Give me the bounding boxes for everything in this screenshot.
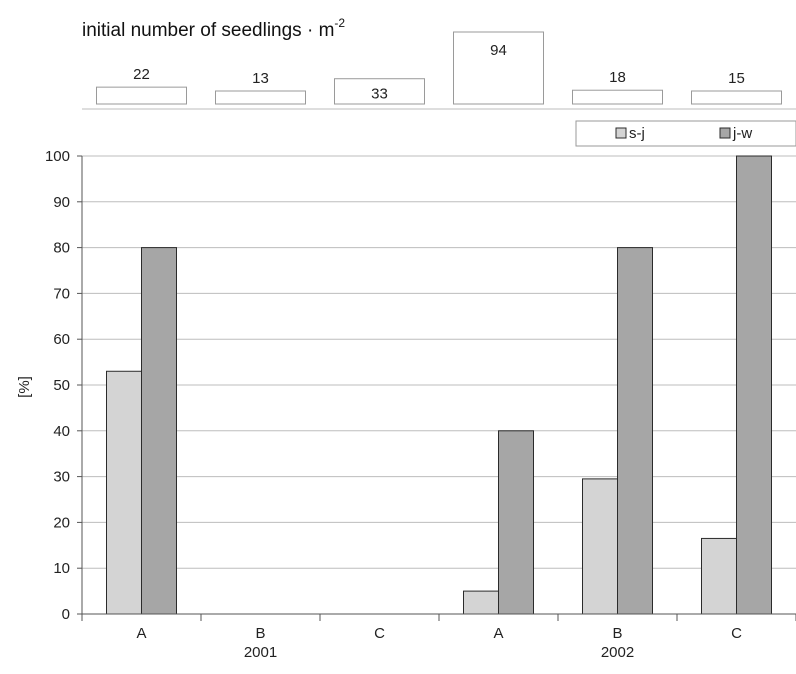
x-group-label: 2001 — [244, 644, 277, 661]
x-tick-label: C — [731, 625, 742, 642]
bar-s-j — [463, 590, 499, 615]
y-tick-label: 40 — [53, 423, 70, 440]
bar-s-j — [701, 537, 737, 615]
seedling-count: 15 — [728, 70, 745, 87]
seedling-box — [96, 86, 187, 105]
seedling-count: 13 — [252, 70, 269, 87]
seedling-box — [215, 90, 306, 105]
legend: s-j j-w — [575, 120, 796, 147]
bars — [106, 155, 772, 615]
bar-j-w — [498, 430, 534, 615]
x-tick-label: C — [374, 625, 385, 642]
y-tick-label: 10 — [53, 560, 70, 577]
legend-box — [575, 120, 796, 147]
x-tick-label: A — [136, 625, 146, 642]
seedling-box — [572, 89, 663, 105]
y-tick-label: 50 — [53, 377, 70, 394]
legend-label-j-w: j-w — [732, 125, 752, 142]
x-tick-label: B — [255, 625, 265, 642]
bar-j-w — [736, 155, 772, 615]
bar-j-w — [617, 247, 653, 615]
seedling-box — [453, 31, 544, 105]
y-tick-label: 20 — [53, 514, 70, 531]
bar-s-j — [582, 478, 618, 615]
seedling-count: 18 — [609, 69, 626, 86]
seedling-count: 33 — [371, 86, 388, 103]
y-tick-label: 80 — [53, 240, 70, 257]
gridlines — [82, 155, 796, 569]
bar-s-j — [106, 370, 142, 615]
y-tick-label: 0 — [62, 606, 70, 623]
seedling-box — [691, 90, 782, 105]
y-tick-label: 60 — [53, 331, 70, 348]
legend-swatch-j-w — [719, 127, 731, 139]
bar-j-w — [141, 247, 177, 615]
y-tick-label: 30 — [53, 469, 70, 486]
legend-label-s-j: s-j — [629, 125, 645, 142]
x-tick-label: B — [612, 625, 622, 642]
seedlings-title-superscript: -2 — [334, 16, 345, 30]
x-tick-label: A — [493, 625, 503, 642]
y-axis-label: [%] — [16, 376, 33, 398]
y-tick-label: 100 — [45, 148, 70, 165]
y-tick-label: 70 — [53, 285, 70, 302]
legend-swatch-s-j — [615, 127, 627, 139]
seedling-box — [334, 78, 425, 105]
y-tick-label: 90 — [53, 194, 70, 211]
axes: 0 10 20 30 40 50 60 70 80 90 100 A B C A B C 2001 2002 — [45, 148, 796, 661]
seedling-count: 94 — [490, 42, 507, 59]
seedlings-panel: 22 13 33 94 18 15 — [96, 31, 782, 105]
x-group-label: 2002 — [601, 644, 634, 661]
seedlings-title-text: initial number of seedlings · m — [82, 20, 334, 41]
seedlings-title: initial number of seedlings · m-2 — [82, 16, 345, 41]
seedling-count: 22 — [133, 66, 150, 83]
